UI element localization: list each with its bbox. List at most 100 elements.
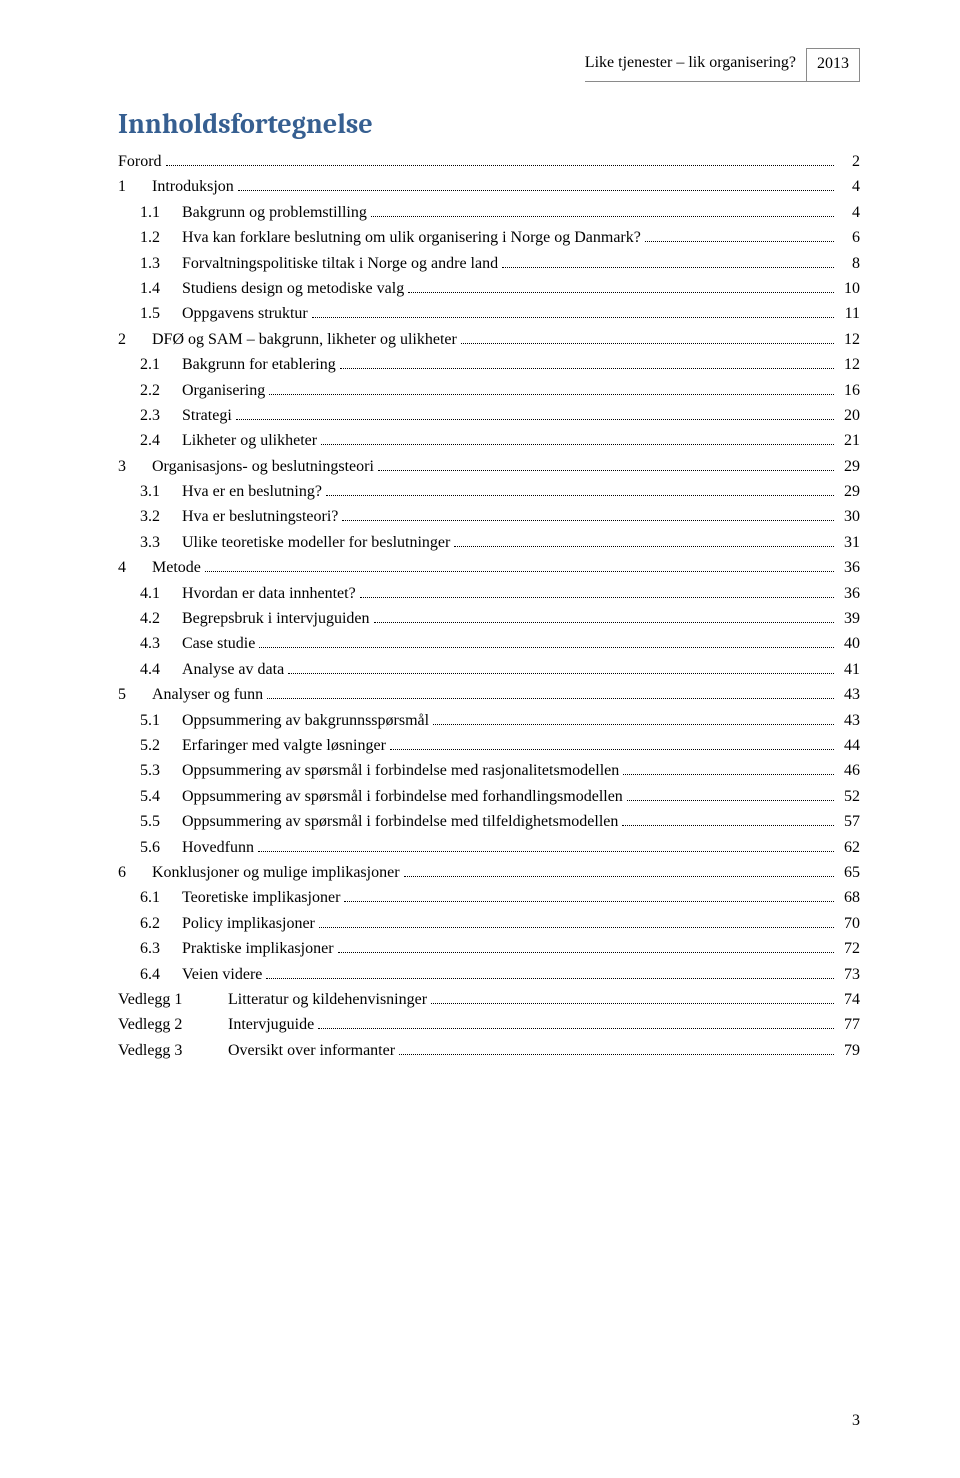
toc-entry[interactable]: 2DFØ og SAM – bakgrunn, likheter og ulik…: [118, 332, 860, 348]
page-number: 3: [852, 1412, 860, 1430]
toc-entry-number: Vedlegg 3: [118, 1043, 228, 1059]
toc-entry[interactable]: 2.3Strategi20: [118, 408, 860, 424]
toc-entry-number: 2.1: [140, 357, 182, 373]
toc-entry[interactable]: 5.5Oppsummering av spørsmål i forbindels…: [118, 814, 860, 830]
toc-leader-dots: [238, 190, 834, 191]
toc-entry-number: 1.3: [140, 256, 182, 272]
toc-entry-label: Forvaltningspolitiske tiltak i Norge og …: [182, 256, 498, 272]
toc-entry[interactable]: 5.4Oppsummering av spørsmål i forbindels…: [118, 789, 860, 805]
toc-leader-dots: [622, 825, 834, 826]
toc-entry-number: 1.2: [140, 230, 182, 246]
toc-entry[interactable]: 3.2Hva er beslutningsteori?30: [118, 509, 860, 525]
toc-leader-dots: [408, 292, 834, 293]
toc-entry-label: Hva er beslutningsteori?: [182, 509, 338, 525]
toc-leader-dots: [236, 419, 834, 420]
toc-entry-label: Praktiske implikasjoner: [182, 941, 334, 957]
toc-entry[interactable]: Forord2: [118, 154, 860, 170]
toc-entry[interactable]: 2.4Likheter og ulikheter21: [118, 433, 860, 449]
toc-entry-number: 5.4: [140, 789, 182, 805]
toc-entry[interactable]: 6.3Praktiske implikasjoner 72: [118, 941, 860, 957]
toc-entry-number: 6.3: [140, 941, 182, 957]
toc-leader-dots: [338, 952, 834, 953]
toc-entry-page: 16: [838, 383, 860, 399]
toc-entry[interactable]: 5.2Erfaringer med valgte løsninger44: [118, 738, 860, 754]
toc-entry[interactable]: 1.2Hva kan forklare beslutning om ulik o…: [118, 230, 860, 246]
toc-entry[interactable]: 4.2Begrepsbruk i intervjuguiden39: [118, 611, 860, 627]
toc-entry[interactable]: 5.1Oppsummering av bakgrunnsspørsmål 43: [118, 713, 860, 729]
toc-entry[interactable]: 1.1Bakgrunn og problemstilling4: [118, 205, 860, 221]
toc-entry[interactable]: Vedlegg 3Oversikt over informanter79: [118, 1043, 860, 1059]
toc-entry-label: Oppsummering av spørsmål i forbindelse m…: [182, 763, 619, 779]
toc-entry[interactable]: 1Introduksjon4: [118, 179, 860, 195]
toc-entry-number: 2.4: [140, 433, 182, 449]
toc-entry[interactable]: 1.4Studiens design og metodiske valg10: [118, 281, 860, 297]
toc-entry-page: 44: [838, 738, 860, 754]
toc-leader-dots: [321, 444, 834, 445]
toc-entry[interactable]: 2.1Bakgrunn for etablering12: [118, 357, 860, 373]
toc-entry-page: 72: [838, 941, 860, 957]
toc-entry-page: 62: [838, 840, 860, 856]
toc-entry-label: Ulike teoretiske modeller for beslutning…: [182, 535, 450, 551]
toc-entry-label: Hva er en beslutning?: [182, 484, 322, 500]
toc-entry-label: Hva kan forklare beslutning om ulik orga…: [182, 230, 641, 246]
toc-entry-number: 6.1: [140, 890, 182, 906]
toc-entry[interactable]: 4.4Analyse av data41: [118, 662, 860, 678]
toc-entry[interactable]: 6.2Policy implikasjoner70: [118, 916, 860, 932]
toc-entry-page: 41: [838, 662, 860, 678]
toc-leader-dots: [454, 546, 834, 547]
toc-entry-label: Begrepsbruk i intervjuguiden: [182, 611, 370, 627]
toc-entry-number: Vedlegg 2: [118, 1017, 228, 1033]
toc-entry-page: 12: [838, 357, 860, 373]
toc-entry[interactable]: 5Analyser og funn43: [118, 687, 860, 703]
toc-entry-number: 1.5: [140, 306, 182, 322]
toc-leader-dots: [502, 267, 834, 268]
toc-leader-dots: [326, 495, 834, 496]
toc-leader-dots: [645, 241, 834, 242]
toc-entry-page: 68: [838, 890, 860, 906]
toc-entry-page: 31: [838, 535, 860, 551]
toc-entry[interactable]: 2.2Organisering16: [118, 383, 860, 399]
toc-leader-dots: [342, 520, 834, 521]
toc-entry[interactable]: 1.3Forvaltningspolitiske tiltak i Norge …: [118, 256, 860, 272]
toc-entry-page: 77: [838, 1017, 860, 1033]
toc-entry-page: 11: [838, 306, 860, 322]
toc-entry-number: 4.2: [140, 611, 182, 627]
toc-entry-label: Analyse av data: [182, 662, 284, 678]
toc-entry-number: 5.1: [140, 713, 182, 729]
toc-leader-dots: [288, 673, 834, 674]
toc-entry-label: Oppsummering av spørsmål i forbindelse m…: [182, 814, 618, 830]
toc-entry-label: Hovedfunn: [182, 840, 254, 856]
toc-leader-dots: [340, 368, 834, 369]
toc-entry[interactable]: 1.5Oppgavens struktur 11: [118, 306, 860, 322]
toc-entry[interactable]: 3Organisasjons- og beslutningsteori29: [118, 459, 860, 475]
toc-entry[interactable]: 5.6Hovedfunn62: [118, 840, 860, 856]
toc-entry[interactable]: Vedlegg 2Intervjuguide77: [118, 1017, 860, 1033]
toc-entry-number: 5.2: [140, 738, 182, 754]
toc-entry[interactable]: Vedlegg 1Litteratur og kildehenvisninger…: [118, 992, 860, 1008]
toc-entry[interactable]: 6Konklusjoner og mulige implikasjoner65: [118, 865, 860, 881]
toc-entry[interactable]: 6.1Teoretiske implikasjoner68: [118, 890, 860, 906]
toc-entry-label: Organisasjons- og beslutningsteori: [152, 459, 374, 475]
toc-entry[interactable]: 4.3Case studie40: [118, 636, 860, 652]
toc-leader-dots: [360, 597, 834, 598]
toc-entry-page: 4: [838, 205, 860, 221]
toc-entry-label: Bakgrunn og problemstilling: [182, 205, 367, 221]
toc-entry[interactable]: 4Metode36: [118, 560, 860, 576]
toc-entry-page: 46: [838, 763, 860, 779]
toc-entry-label: Oppsummering av bakgrunnsspørsmål: [182, 713, 429, 729]
toc-entry-number: 5: [118, 687, 152, 703]
toc-heading: Innholdsfortegnelse: [118, 108, 860, 140]
toc-entry-page: 43: [838, 713, 860, 729]
toc-entry[interactable]: 4.1Hvordan er data innhentet?36: [118, 586, 860, 602]
toc-entry-page: 70: [838, 916, 860, 932]
toc-entry[interactable]: 5.3Oppsummering av spørsmål i forbindels…: [118, 763, 860, 779]
toc-entry-label: Oppgavens struktur: [182, 306, 308, 322]
toc-entry-number: 5.3: [140, 763, 182, 779]
toc-entry-number: 6.4: [140, 967, 182, 983]
toc-entry[interactable]: 3.1Hva er en beslutning?29: [118, 484, 860, 500]
toc-entry[interactable]: 3.3Ulike teoretiske modeller for beslutn…: [118, 535, 860, 551]
toc-leader-dots: [390, 749, 834, 750]
toc-entry[interactable]: 6.4Veien videre73: [118, 967, 860, 983]
toc-entry-label: Likheter og ulikheter: [182, 433, 317, 449]
toc-entry-number: 2: [118, 332, 152, 348]
